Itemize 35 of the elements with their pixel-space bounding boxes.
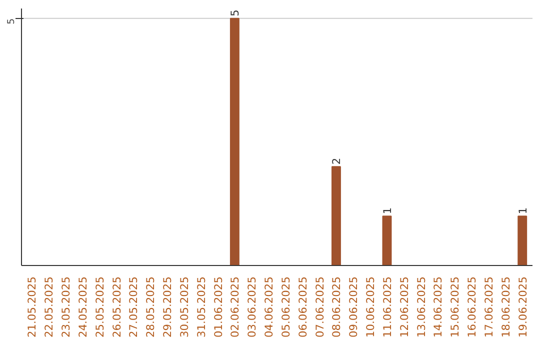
x-tick-label: 28.05.2025 [144,276,158,338]
x-tick-label: 06.06.2025 [296,276,310,338]
data-label: 2 [330,158,344,165]
x-tick-label: 03.06.2025 [246,276,259,338]
x-tick-label: 16.06.2025 [466,276,479,338]
x-tick-label: 27.05.2025 [127,276,140,338]
x-tick-label: 07.06.2025 [313,276,326,338]
x-tick-label: 30.05.2025 [178,276,191,338]
x-tick-label: 11.06.2025 [380,276,394,338]
x-tick-label: 04.06.2025 [262,276,276,338]
x-tick-label: 29.05.2025 [161,276,174,338]
data-label: 1 [380,207,394,214]
x-tick-label: 10.06.2025 [364,276,378,338]
x-tick-label: 08.06.2025 [330,276,344,338]
x-tick-label: 05.06.2025 [279,276,292,338]
data-label: 1 [516,207,530,214]
x-tick-label: 15.06.2025 [448,276,462,338]
x-tick-label: 02.06.2025 [228,276,242,338]
x-tick-label: 24.05.2025 [76,276,90,338]
x-tick-label: 18.06.2025 [499,276,512,338]
x-tick-label: 21.05.2025 [26,276,39,338]
x-tick-label: 12.06.2025 [398,276,411,338]
x-tick-label: 01.06.2025 [212,276,225,338]
x-tick-label: 31.05.2025 [194,276,208,338]
x-tick-label: 25.05.2025 [93,276,106,338]
x-tick-label: 17.06.2025 [482,276,496,338]
ref-line-label: 5 [6,18,17,24]
x-tick-label: 26.05.2025 [110,276,124,338]
x-tick-label: 23.05.2025 [59,276,72,338]
x-tick-label: 19.06.2025 [516,276,530,338]
x-tick-label: 09.06.2025 [347,276,360,338]
data-label: 5 [228,10,242,16]
x-tick-label: 22.05.2025 [42,276,56,338]
x-tick-label: 13.06.2025 [414,276,428,338]
x-tick-label: 14.06.2025 [432,276,445,338]
